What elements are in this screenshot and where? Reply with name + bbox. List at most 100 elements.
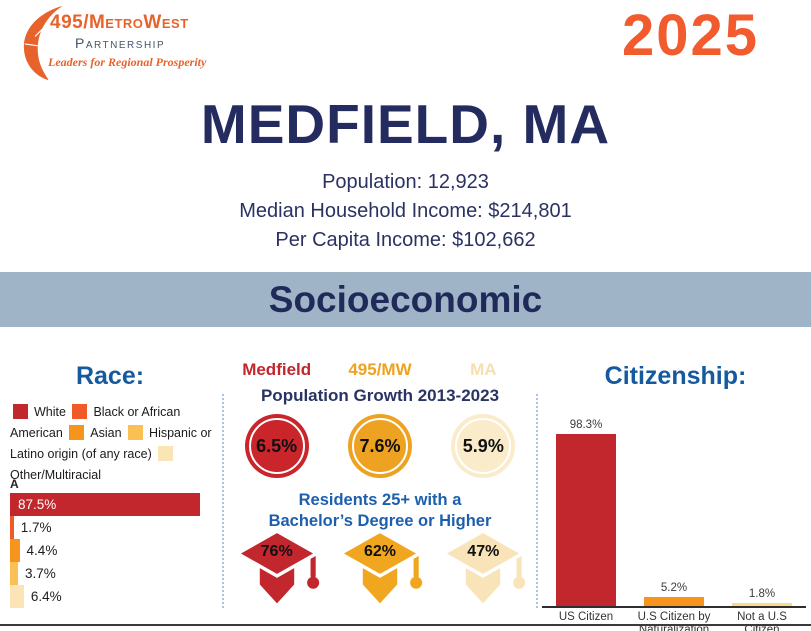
growth-circle-495mw: 7.6%: [347, 414, 412, 478]
bachelors-value: 62%: [363, 543, 396, 560]
bachelors-title-line2: Bachelor’s Degree or Higher: [268, 512, 492, 530]
citizenship-value: 5.2%: [660, 581, 688, 594]
legend-swatch-white: [13, 404, 28, 419]
race-bar-white: [10, 493, 200, 516]
citizenship-category: US Citizen: [558, 611, 614, 623]
citizenship-bar-chart: 98.3% 5.2% 1.8%: [542, 414, 806, 606]
bachelors-value: 76%: [260, 543, 293, 560]
cap-cell: 62%: [328, 529, 431, 609]
citizenship-slot: 98.3%: [542, 419, 630, 606]
graduation-cap-icon: [336, 529, 423, 604]
section-banner: Socioeconomic: [0, 272, 811, 327]
growth-value: 7.6%: [359, 435, 401, 456]
comparison-dotted-box: [222, 394, 538, 608]
legend-swatch-asian: [69, 425, 85, 440]
citizenship-bar-naturalization: [644, 596, 704, 606]
bachelors-caps: 76% 62%: [225, 529, 535, 609]
logo-subname: Partnership: [75, 35, 166, 51]
logo-arc-icon: [23, 5, 64, 81]
legend-item: White: [10, 404, 66, 419]
growth-cell: 7.6%: [328, 414, 431, 478]
citizenship-bar-not-us-citizen: [732, 602, 792, 606]
citizenship-category-labels: US Citizen U.S Citizen by Naturalization…: [542, 611, 806, 631]
race-bar-row: 1.7%: [10, 516, 218, 539]
per-capita-stat: Per Capita Income: $102,662: [275, 229, 536, 251]
citizenship-value: 98.3%: [569, 418, 603, 431]
citizenship-slot: 5.2%: [630, 582, 718, 606]
growth-circle-medfield: 6.5%: [244, 414, 309, 478]
citizenship-slot: 1.8%: [718, 588, 806, 606]
growth-value: 5.9%: [462, 435, 504, 456]
race-bar-asian: [10, 539, 20, 562]
population-stat: Population: 12,923: [322, 171, 489, 193]
legend-swatch-other: [158, 446, 174, 461]
bachelors-title-line1: Residents 25+ with a: [298, 491, 462, 509]
city-stats: Population: 12,923 Median Household Inco…: [0, 168, 811, 255]
citizenship-category: Not a U.S Citizen: [737, 611, 787, 631]
graduation-cap-icon: [233, 529, 320, 604]
race-legend: White Black or African American Asian Hi…: [10, 402, 212, 486]
legend-swatch-black-or-african-american: [72, 404, 88, 419]
legend-label: Other/Multiracial: [10, 468, 101, 482]
race-bar-other: [10, 585, 24, 608]
race-bar-value: 6.4%: [30, 589, 62, 604]
race-bar-chart: 87.5% 1.7% 4.4% 3.7% 6.4%: [10, 493, 218, 608]
race-bar-row: 6.4%: [10, 585, 218, 608]
legend-label: Hispanic or Latino origin (of any race): [10, 426, 212, 461]
circle-ring: [248, 418, 305, 474]
logo-tagline: Leaders for Regional Prosperity: [48, 55, 207, 69]
legend-label: Asian: [90, 426, 122, 440]
median-income-stat: Median Household Income: $214,801: [239, 200, 572, 222]
race-bar-row: 3.7%: [10, 562, 218, 585]
city-title: MEDFIELD, MA: [200, 93, 611, 155]
legend-label: Black or African American: [10, 405, 181, 440]
column-header-medfield: Medfield: [242, 360, 312, 379]
race-axis-label: A: [10, 477, 19, 491]
race-bar-value: 3.7%: [25, 566, 56, 581]
citizenship-value: 1.8%: [748, 587, 776, 600]
bachelors-value: 47%: [467, 543, 500, 560]
citizenship-axis-line: [542, 606, 806, 608]
growth-cell: 5.9%: [432, 414, 535, 478]
circle-ring: [351, 418, 408, 474]
race-bar-row: 87.5%: [10, 493, 218, 516]
circle-ring: [455, 418, 512, 474]
race-bar-hispanic: [10, 562, 19, 585]
race-bar-black-or-african-american: [10, 516, 14, 539]
bachelors-title: Residents 25+ with a Bachelor’s Degree o…: [225, 490, 535, 532]
legend-swatch-hispanic: [128, 425, 144, 440]
citizenship-category: U.S Citizen by Naturalization: [637, 611, 711, 631]
race-bar-value: 1.7%: [20, 520, 52, 535]
cap-cell: 76%: [225, 529, 328, 609]
logo-name: 495/MetroWest: [50, 12, 189, 33]
race-bar-value: 4.4%: [26, 543, 58, 558]
graduation-cap-495mw: 62%: [336, 529, 423, 609]
legend-item: Asian: [66, 425, 122, 440]
growth-cell: 6.5%: [225, 414, 328, 478]
population-growth-circles: 6.5% 7.6% 5.9%: [225, 414, 535, 478]
legend-label: White: [34, 405, 66, 419]
citizenship-bar-us-citizen: [556, 433, 616, 606]
legend-item: Black or African American: [10, 404, 181, 440]
race-heading: Race:: [75, 362, 145, 390]
growth-value: 6.5%: [256, 435, 298, 456]
race-bar-row: 4.4%: [10, 539, 218, 562]
comparison-column-headers: Medfield 495/MW MA: [225, 360, 535, 380]
graduation-cap-ma: 47%: [440, 529, 527, 609]
legend-item: Hispanic or Latino origin (of any race): [10, 425, 212, 461]
column-header-495mw: 495/MW: [348, 360, 412, 379]
population-growth-title: Population Growth 2013-2023: [260, 386, 500, 405]
graduation-cap-medfield: 76%: [233, 529, 320, 609]
logo: 495/MetroWest Partnership Leaders for Re…: [22, 2, 242, 86]
legend-item: Other/Multiracial: [10, 446, 179, 482]
bottom-divider: [0, 624, 811, 626]
section-banner-label: Socioeconomic: [268, 278, 543, 320]
column-header-ma: MA: [470, 360, 497, 379]
year-label: 2025: [621, 3, 759, 68]
cap-cell: 47%: [432, 529, 535, 609]
growth-circle-ma: 5.9%: [451, 414, 516, 478]
citizenship-heading: Citizenship:: [604, 362, 747, 390]
race-bar-value: 87.5%: [18, 497, 57, 512]
graduation-cap-icon: [440, 529, 527, 604]
